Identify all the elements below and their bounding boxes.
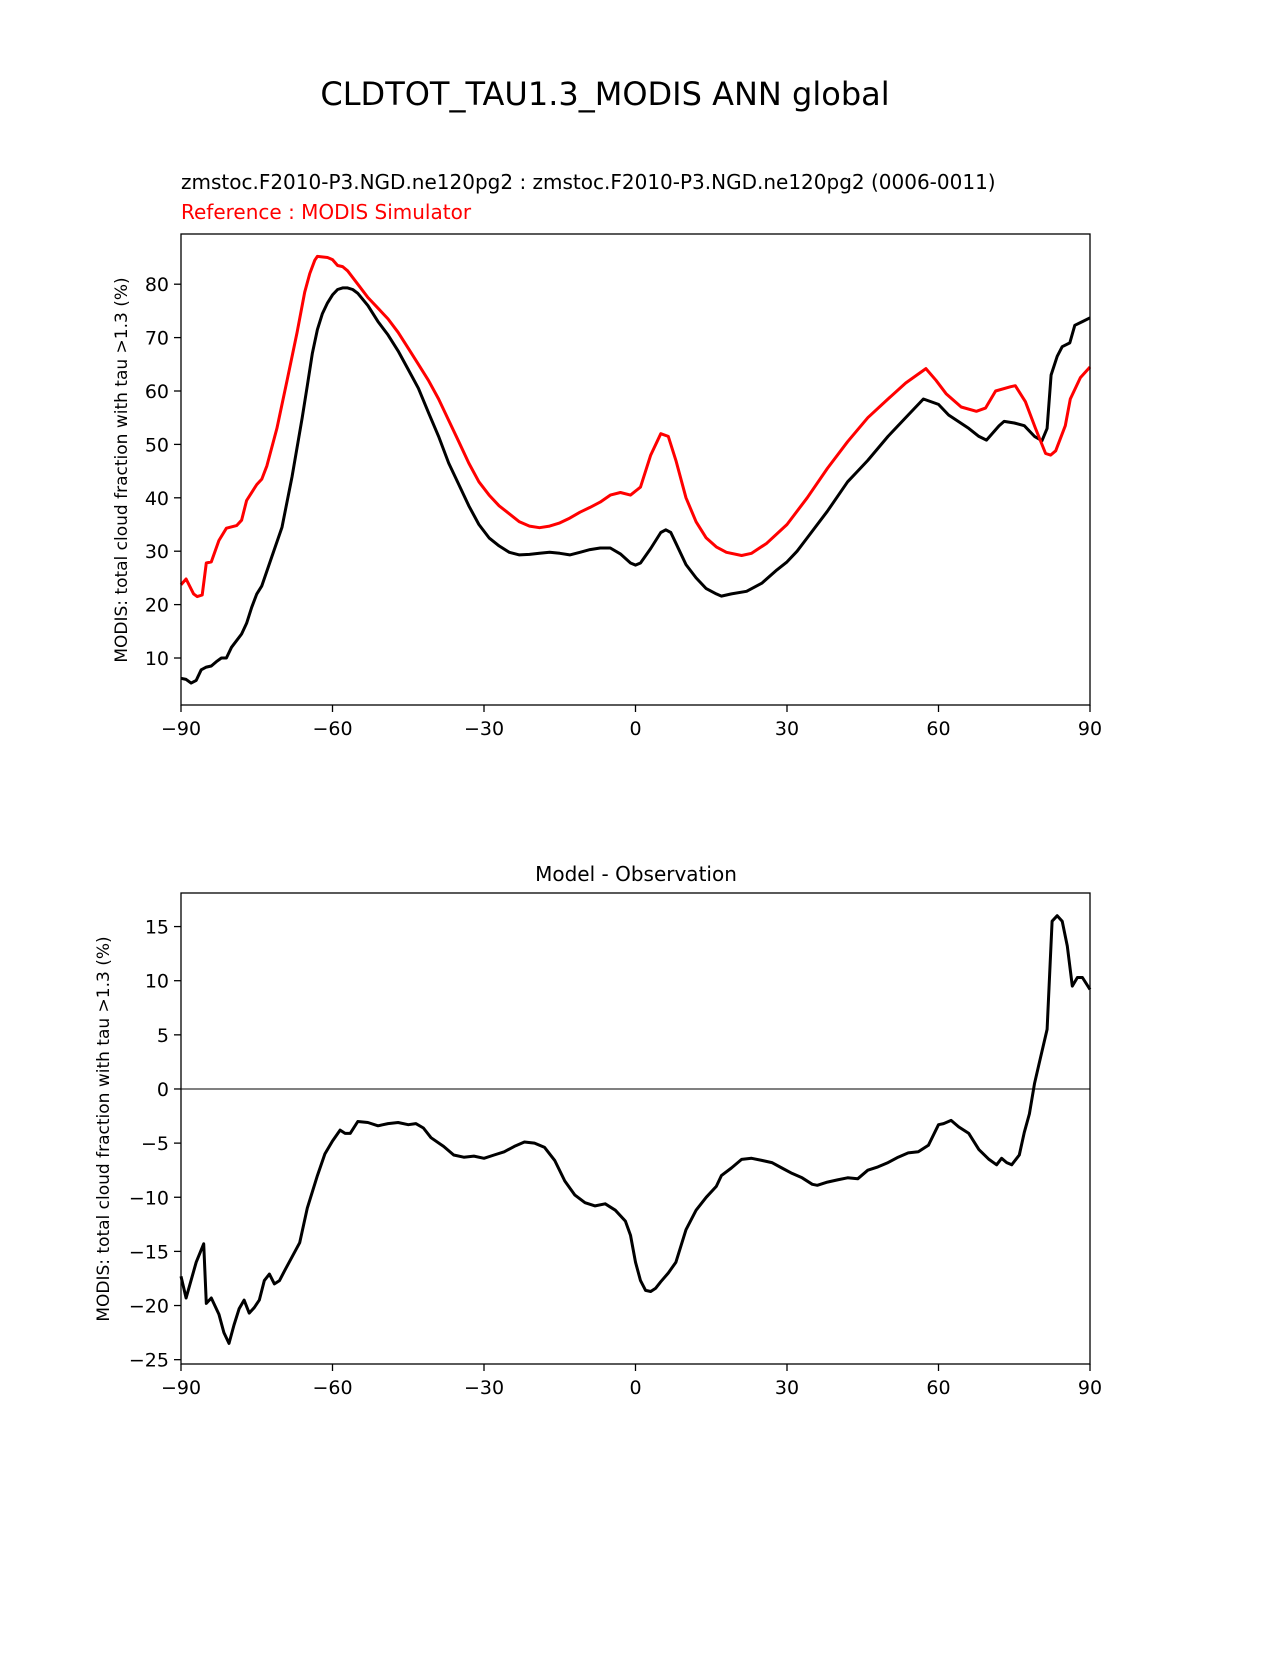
y-tick-label: 50 <box>145 434 169 456</box>
x-tick-label: −90 <box>161 718 201 740</box>
axes-frame <box>180 892 1091 1365</box>
y-tick-label: 5 <box>157 1025 169 1047</box>
panel2-ylabel: MODIS: total cloud fraction with tau >1.… <box>94 936 114 1321</box>
panel1-plot: −90 −60 −30 0 30 60 90 10 20 30 40 50 60 70 80 <box>145 233 1102 740</box>
panel1-subtitle-reference: Reference : MODIS Simulator <box>181 200 472 224</box>
y-tick-label: 20 <box>145 595 169 617</box>
x-tick-label: 60 <box>926 718 950 740</box>
axes-frame <box>180 233 1091 706</box>
y-tick-label: 60 <box>145 381 169 403</box>
x-tick-label: 0 <box>629 718 641 740</box>
x-tick-label: −60 <box>312 718 352 740</box>
x-tick-label: −30 <box>464 718 504 740</box>
x-tick-label: 30 <box>775 1377 799 1399</box>
series-line-model-observation <box>179 914 1092 1345</box>
x-tick-label: 60 <box>926 1377 950 1399</box>
y-tick-label: −10 <box>129 1187 169 1209</box>
series-line-model <box>180 286 1091 685</box>
y-tick-label: −5 <box>141 1133 169 1155</box>
y-tick-label: 30 <box>145 541 169 563</box>
y-tick-label: 15 <box>145 917 169 939</box>
x-tick-label: −60 <box>312 1377 352 1399</box>
x-tick-label: 90 <box>1078 1377 1102 1399</box>
y-tick-label: 10 <box>145 971 169 993</box>
y-tick-label: 0 <box>157 1079 169 1101</box>
panel2-title: Model - Observation <box>535 862 737 886</box>
y-tick-label: 40 <box>145 488 169 510</box>
panel1-ylabel: MODIS: total cloud fraction with tau >1.… <box>112 277 132 662</box>
y-tick-label: 10 <box>145 648 169 670</box>
y-tick-label: 70 <box>145 328 169 350</box>
y-tick-label: −20 <box>129 1296 169 1318</box>
x-tick-label: 30 <box>775 718 799 740</box>
y-tick-label: −15 <box>129 1241 169 1263</box>
figure-title: CLDTOT_TAU1.3_MODIS ANN global <box>320 75 889 113</box>
series-line-reference-modis-simulator <box>179 254 1092 599</box>
x-tick-label: −30 <box>464 1377 504 1399</box>
y-tick-label: 80 <box>145 274 169 296</box>
x-tick-label: −90 <box>161 1377 201 1399</box>
x-tick-label: 0 <box>629 1377 641 1399</box>
y-tick-label: −25 <box>129 1350 169 1372</box>
panel2-plot: −90 −60 −30 0 30 60 90 −25 −20 −15 −10 −5 0 5 10 15 <box>129 892 1102 1399</box>
panel1-subtitle-test: zmstoc.F2010-P3.NGD.ne120pg2 : zmstoc.F2… <box>181 170 996 194</box>
x-tick-label: 90 <box>1078 718 1102 740</box>
